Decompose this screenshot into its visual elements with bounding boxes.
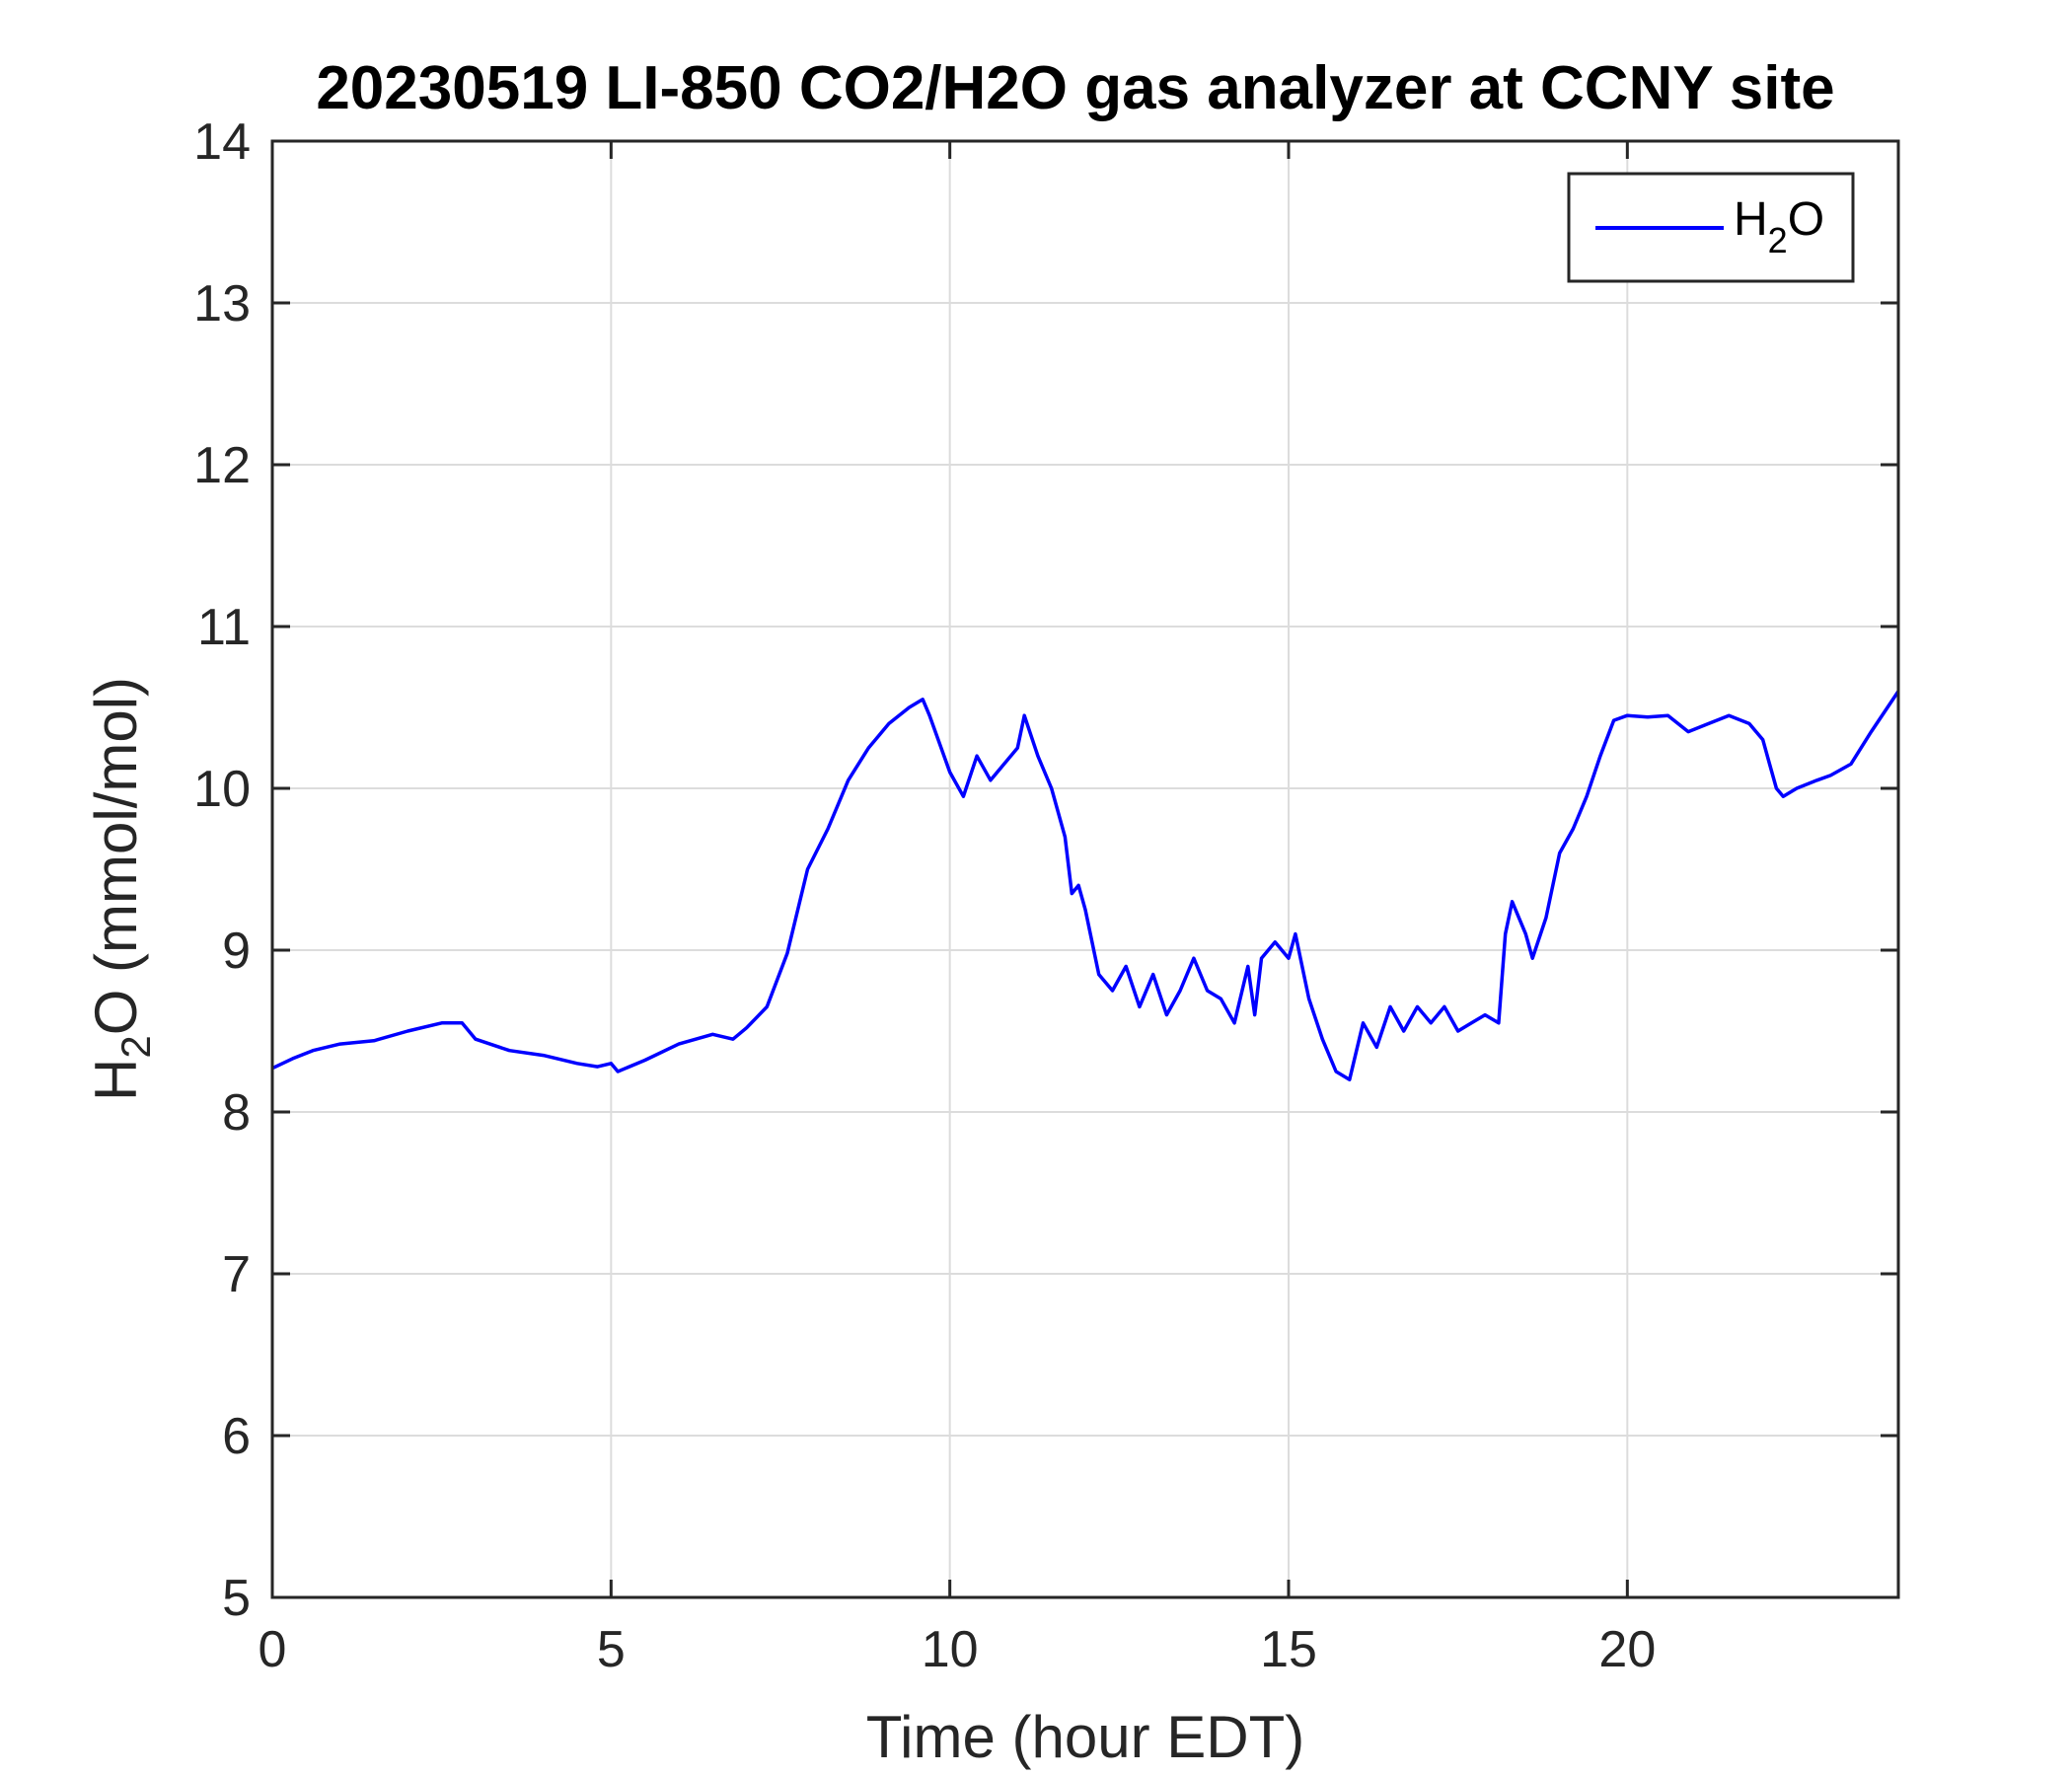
y-tick-label: 11 [197,599,251,656]
y-tick-labels: 5 6 7 8 9 10 11 12 13 14 [193,113,251,1627]
x-tick-label: 20 [1598,1621,1656,1678]
y-tick-label: 8 [222,1084,251,1142]
legend: H2O [1567,172,1855,283]
y-tick-label: 6 [222,1408,251,1465]
x-tick-label: 5 [597,1621,626,1678]
chart-title: 20230519 LI-850 CO2/H2O gas analyzer at … [316,54,1834,122]
x-axis-label: Time (hour EDT) [866,1704,1305,1770]
x-tick-label: 15 [1260,1621,1317,1678]
x-tick-label: 10 [922,1621,979,1678]
legend-entry-label: H2O [1734,193,1824,260]
y-axis-label: H2O (mmol/mol) [83,677,159,1101]
y-axis-label-rest: O (mmol/mol) [83,677,149,1035]
y-axis-label-subscript: 2 [112,1035,159,1058]
y-tick-label: 9 [222,923,251,980]
y-tick-label: 12 [193,437,251,494]
y-tick-label: 14 [193,113,251,171]
legend-entry-rest: O [1788,193,1824,246]
y-tick-label: 13 [193,275,251,333]
y-tick-label: 10 [193,761,251,818]
y-tick-label: 5 [222,1570,251,1627]
y-axis-label-main: H [83,1059,149,1101]
x-tick-labels: 0 5 10 15 20 [259,1621,1657,1678]
y-tick-label: 7 [222,1246,251,1303]
series-line-h2o [271,690,1900,1081]
legend-entry-subscript: 2 [1768,220,1788,260]
x-tick-label: 0 [259,1621,287,1678]
legend-entry-main: H [1734,193,1768,246]
series-lines [271,690,1900,1081]
plot-area-frame [270,139,1900,1599]
